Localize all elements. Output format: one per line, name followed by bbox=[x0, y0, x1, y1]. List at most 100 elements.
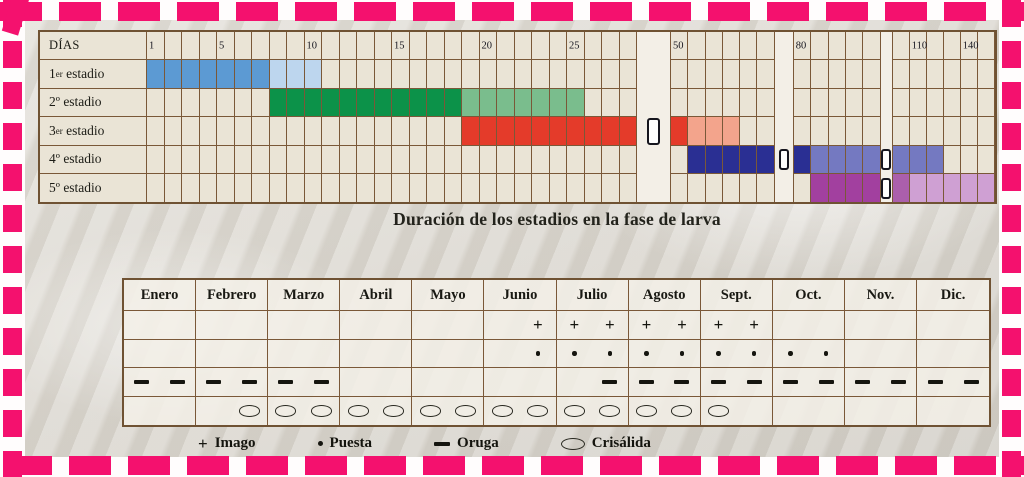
day-cell bbox=[497, 145, 515, 174]
day-cell bbox=[740, 173, 758, 203]
day-tick-label: 5 bbox=[219, 40, 225, 52]
day-cell bbox=[339, 117, 357, 146]
day-tick-cell bbox=[584, 32, 602, 61]
day-cell bbox=[811, 88, 829, 118]
pink-dashed-border-left bbox=[3, 0, 22, 477]
day-cell bbox=[549, 173, 567, 203]
axis-break bbox=[637, 60, 670, 89]
day-cell bbox=[374, 173, 392, 203]
day-cell bbox=[374, 117, 392, 146]
half-month-slot bbox=[773, 380, 809, 384]
stage-bar-cell bbox=[479, 117, 497, 146]
day-cell bbox=[199, 145, 217, 174]
axis-break-marker bbox=[778, 149, 789, 171]
half-month-slot bbox=[701, 405, 737, 417]
half-month-slot bbox=[484, 405, 520, 417]
half-month-slot bbox=[808, 351, 844, 356]
stage-bar-cell bbox=[444, 88, 462, 118]
oruga-symbol bbox=[434, 441, 451, 446]
day-cell bbox=[427, 173, 445, 203]
day-cell bbox=[199, 117, 217, 146]
day-cell bbox=[357, 173, 375, 203]
puesta-symbol bbox=[317, 441, 323, 446]
oruga-symbol bbox=[711, 380, 727, 384]
crisalida-symbol bbox=[635, 405, 657, 417]
half-month-slot bbox=[808, 380, 844, 384]
stage-bar-cell bbox=[793, 145, 812, 174]
day-cell bbox=[740, 60, 758, 89]
half-month-slot bbox=[629, 405, 665, 417]
day-cell bbox=[217, 88, 235, 118]
stage-bar-cell bbox=[427, 88, 445, 118]
day-cell bbox=[793, 60, 812, 89]
stage-bar-cell bbox=[462, 88, 480, 118]
day-cell bbox=[584, 88, 602, 118]
day-cell bbox=[619, 88, 637, 118]
stage-bar-cell bbox=[409, 88, 427, 118]
legend-item-oruga: Oruga bbox=[434, 435, 499, 452]
half-month-slot bbox=[520, 351, 556, 356]
half-month-slot bbox=[448, 405, 484, 417]
phenology-cell bbox=[701, 396, 773, 426]
axis-break bbox=[774, 88, 793, 118]
imago-symbol: + bbox=[749, 315, 759, 335]
phenology-cell bbox=[700, 339, 773, 369]
stage-bar-cell bbox=[863, 173, 881, 203]
phenology-cell bbox=[484, 368, 557, 397]
day-cell bbox=[619, 60, 637, 89]
day-cell bbox=[339, 60, 357, 89]
day-tick-cell bbox=[444, 32, 462, 61]
axis-break bbox=[774, 145, 793, 174]
month-header-cell: Marzo bbox=[268, 280, 341, 311]
day-cell bbox=[164, 173, 182, 203]
axis-break bbox=[880, 117, 892, 146]
day-tick-cell: 10 bbox=[304, 32, 322, 61]
day-cell bbox=[444, 60, 462, 89]
phenology-cell bbox=[124, 311, 197, 340]
day-columns-section: 80 bbox=[792, 32, 881, 61]
day-tick-cell bbox=[845, 32, 864, 61]
pink-dashed-border-right bbox=[1002, 0, 1021, 477]
phenology-cell bbox=[340, 311, 413, 340]
day-cell bbox=[462, 60, 480, 89]
crisalida-symbol bbox=[311, 405, 332, 417]
day-cell bbox=[304, 145, 322, 174]
day-cell bbox=[977, 145, 995, 174]
day-tick-cell bbox=[602, 32, 620, 61]
day-cell bbox=[909, 60, 927, 89]
stage-bar-cell bbox=[977, 173, 995, 203]
day-cell bbox=[199, 173, 217, 203]
day-cell bbox=[322, 145, 340, 174]
phenology-cell bbox=[196, 311, 269, 340]
stage-bar-cell bbox=[619, 117, 637, 146]
legend-label: Crisálida bbox=[591, 435, 651, 451]
day-tick-cell bbox=[892, 32, 910, 61]
stage-bar-cell bbox=[705, 145, 723, 174]
day-tick-cell bbox=[427, 32, 445, 61]
day-columns-section bbox=[792, 60, 881, 89]
half-month-slot: + bbox=[664, 316, 700, 333]
phenology-cell bbox=[484, 339, 557, 369]
oruga-symbol bbox=[206, 380, 222, 384]
pink-dashed-border-top bbox=[0, 2, 1024, 21]
day-cell bbox=[217, 173, 235, 203]
half-month-slot bbox=[629, 380, 665, 384]
day-cell bbox=[688, 60, 706, 89]
day-cell bbox=[740, 88, 758, 118]
chart-title: Duración de los estadios en la fase de l… bbox=[393, 209, 721, 229]
crisalida-symbol bbox=[527, 405, 549, 417]
stage-duration-grid: DÍAS 1 5 10 15 20 25 50 80 110 140 1 er estadio 2 º es… bbox=[38, 30, 997, 205]
oruga-symbol bbox=[674, 380, 690, 384]
stage-bar-cell bbox=[287, 88, 305, 118]
day-cell bbox=[602, 145, 620, 174]
month-header-cell: Junio bbox=[484, 280, 557, 311]
day-cell bbox=[409, 60, 427, 89]
day-cell bbox=[147, 88, 165, 118]
oruga-symbol bbox=[890, 380, 906, 384]
stage-bar-cell bbox=[602, 117, 620, 146]
stage-bar-cell bbox=[217, 60, 235, 89]
stage-bar-cell bbox=[532, 117, 550, 146]
axis-break bbox=[880, 60, 892, 89]
